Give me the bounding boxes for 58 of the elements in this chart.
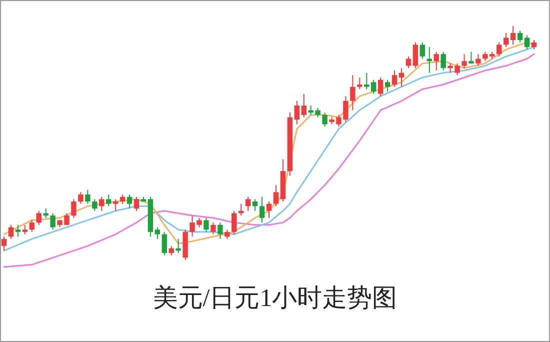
- candlestick: [78, 192, 84, 204]
- candlestick: [224, 229, 230, 240]
- candlestick: [398, 68, 404, 88]
- candlestick: [43, 208, 48, 218]
- text: 美元/日元1小时走势图: [152, 284, 398, 312]
- candlestick: [504, 32, 509, 48]
- candlestick: [85, 189, 90, 204]
- candlestick: [510, 26, 516, 46]
- candlestick: [378, 76, 384, 97]
- candlestick: [106, 194, 112, 207]
- candlestick: [1, 236, 7, 252]
- candlestick: [99, 196, 104, 212]
- candlestick: [357, 76, 362, 90]
- candlestick: [168, 245, 174, 256]
- candlestick: [273, 184, 279, 207]
- candlestick: [392, 70, 398, 88]
- candlestick: [440, 51, 446, 71]
- candlestick: [120, 194, 126, 204]
- candlestick: [259, 196, 265, 224]
- candlestick: [524, 34, 530, 50]
- candlestick: [406, 56, 412, 69]
- candlestick: [22, 224, 28, 235]
- candlestick: [29, 220, 34, 232]
- candlestick: [154, 226, 160, 240]
- candlestick: [15, 224, 21, 238]
- candlestick: [434, 51, 439, 71]
- candlestick: [350, 74, 356, 111]
- candlestick: [294, 100, 300, 125]
- candlestick: [420, 42, 426, 60]
- candlestick: [266, 201, 272, 218]
- candlestick: [384, 79, 390, 92]
- candlestick: [301, 93, 306, 118]
- candlestick: [531, 40, 537, 50]
- candlestick: [50, 212, 56, 230]
- candlestick: [364, 72, 370, 90]
- candlestick: [496, 42, 502, 57]
- candlestick: [462, 54, 467, 69]
- candlestick: [176, 238, 181, 254]
- candlestick: [36, 210, 42, 226]
- candlestick: [245, 196, 251, 212]
- candlestick: [71, 198, 76, 218]
- candlestick: [412, 42, 418, 69]
- candlestick: [126, 194, 132, 210]
- candlestick: [252, 198, 258, 212]
- candlestick: [517, 30, 523, 43]
- candlestick: [322, 112, 328, 128]
- candlestick: [134, 196, 140, 212]
- candlestick: [8, 224, 14, 240]
- candlestick: [232, 210, 237, 235]
- candlestick: [218, 222, 223, 240]
- candlestick: [112, 198, 118, 212]
- candlestick: [92, 198, 98, 212]
- candlestick: [476, 54, 481, 66]
- candlestick: [468, 51, 474, 64]
- candlestick: [210, 222, 216, 235]
- candlestick: [371, 79, 376, 94]
- candlestick: [204, 217, 209, 232]
- candlestick: [162, 231, 167, 256]
